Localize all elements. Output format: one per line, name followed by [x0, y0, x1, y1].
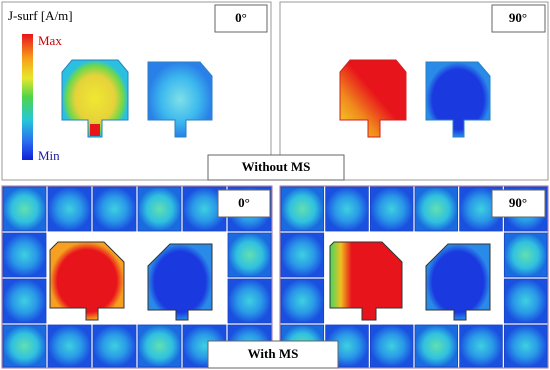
- panel: [1, 185, 273, 369]
- patch: [425, 243, 491, 321]
- patch: [147, 243, 213, 321]
- angle-box: [491, 4, 546, 33]
- unit-cell: [459, 324, 503, 368]
- colorbar: [22, 34, 33, 160]
- unit-cell: [414, 324, 459, 368]
- unit-cell: [280, 186, 325, 232]
- unit-cell: [280, 232, 325, 278]
- patch: [49, 241, 125, 321]
- unit-cell: [227, 278, 272, 324]
- unit-cell: [503, 324, 548, 368]
- unit-cell: [2, 232, 47, 278]
- unit-cell: [137, 324, 182, 368]
- legend-title: J-surf [A/m]: [8, 8, 73, 23]
- patch: [425, 61, 491, 138]
- unit-cell: [2, 278, 47, 324]
- angle-box: [214, 4, 268, 33]
- patch: [329, 241, 403, 321]
- unit-cell: [47, 324, 92, 368]
- unit-cell: [47, 186, 92, 232]
- panel: [279, 185, 549, 369]
- unit-cell: [280, 278, 325, 324]
- unit-cell: [2, 324, 47, 368]
- legend-max: Max: [38, 33, 62, 48]
- angle-label: 0°: [235, 10, 247, 25]
- unit-cell: [325, 186, 369, 232]
- patch: [339, 59, 407, 138]
- unit-cell: [227, 232, 272, 278]
- unit-cell: [137, 186, 182, 232]
- angle-box: [491, 189, 546, 218]
- angle-label: 90°: [509, 195, 527, 210]
- caption-box: [207, 340, 339, 369]
- unit-cell: [503, 278, 548, 324]
- unit-cell: [92, 186, 137, 232]
- legend-min: Min: [38, 148, 60, 163]
- caption-box: [207, 154, 345, 181]
- caption: With MS: [248, 346, 299, 361]
- unit-cell: [369, 186, 414, 232]
- angle-label: 0°: [238, 195, 250, 210]
- angle-box: [217, 189, 271, 218]
- patch: [61, 59, 129, 138]
- unit-cell: [92, 324, 137, 368]
- unit-cell: [414, 186, 459, 232]
- caption: Without MS: [242, 159, 311, 174]
- unit-cell: [503, 232, 548, 278]
- angle-label: 90°: [509, 10, 527, 25]
- feed: [90, 124, 100, 136]
- unit-cell: [369, 324, 414, 368]
- unit-cell: [2, 186, 47, 232]
- patch: [147, 61, 213, 138]
